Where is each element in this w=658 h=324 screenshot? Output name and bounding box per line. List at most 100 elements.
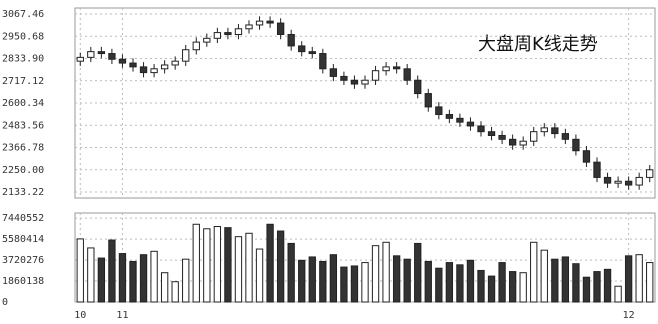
candle-body xyxy=(213,32,222,39)
candle-body xyxy=(182,49,190,62)
candle-body xyxy=(477,125,485,133)
y-tick-label: 2950.68 xyxy=(2,31,44,42)
candle-body xyxy=(498,134,506,140)
candle-body xyxy=(519,140,527,146)
y-tick-label: 2833.90 xyxy=(2,54,44,65)
candle-body xyxy=(646,169,654,178)
volume-bar xyxy=(160,272,169,303)
volume-bar xyxy=(382,241,390,303)
volume-bar xyxy=(182,258,190,303)
y-tick-label: 5580414 xyxy=(2,234,44,245)
volume-bar xyxy=(561,256,570,303)
volume-bar xyxy=(150,250,158,303)
y-tick-label: 3067.46 xyxy=(2,9,44,20)
volume-bar xyxy=(361,262,369,303)
volume-bar xyxy=(245,232,253,303)
x-tick-label: 10 xyxy=(74,310,86,321)
candle-body xyxy=(76,56,84,62)
volume-bar xyxy=(466,259,475,303)
y-tick-label: 2133.22 xyxy=(2,187,44,198)
x-tick-label: 12 xyxy=(623,310,635,321)
y-tick-label: 0 xyxy=(2,297,8,308)
candle-body xyxy=(203,37,211,43)
volume-bar xyxy=(572,263,580,303)
y-tick-label: 2250.00 xyxy=(2,165,44,176)
volume-bar xyxy=(487,275,496,303)
candle-body xyxy=(298,45,306,53)
y-tick-label: 1860138 xyxy=(2,276,44,287)
volume-bar xyxy=(87,247,95,303)
candle-body xyxy=(287,33,295,47)
candle-body xyxy=(234,28,243,35)
candle-body xyxy=(635,176,643,186)
candle-body xyxy=(487,131,496,136)
volume-bar xyxy=(319,260,327,303)
y-tick-label: 2717.12 xyxy=(2,76,44,87)
candle-body xyxy=(108,53,116,60)
candle-body xyxy=(414,79,422,95)
candle-body xyxy=(530,131,538,142)
candle-body xyxy=(508,138,517,146)
candle-body xyxy=(308,51,316,55)
volume-bar xyxy=(171,281,179,303)
candle-body xyxy=(319,53,327,70)
candle-body xyxy=(424,93,432,108)
candle-body xyxy=(350,79,359,85)
volume-bar xyxy=(234,236,243,303)
candle-body xyxy=(340,75,348,81)
volume-bar xyxy=(435,267,443,303)
x-tick-label: 11 xyxy=(116,310,128,321)
candle-body xyxy=(392,66,401,70)
volume-bar xyxy=(551,258,559,303)
chart-title: 大盘周K线走势 xyxy=(478,34,598,55)
volume-bar xyxy=(614,285,622,303)
volume-bar xyxy=(477,269,485,303)
volume-bar xyxy=(224,227,232,303)
candle-body xyxy=(593,161,601,178)
candle-body xyxy=(582,150,591,163)
volume-bar xyxy=(624,255,633,303)
candle-body xyxy=(466,121,475,127)
candle-body xyxy=(561,133,570,140)
candle-body xyxy=(150,68,158,74)
volume-bar xyxy=(519,272,527,303)
candle-body xyxy=(435,106,443,116)
volume-bar xyxy=(97,257,106,303)
volume-bar xyxy=(593,271,601,303)
candle-body xyxy=(361,79,369,85)
candle-body xyxy=(614,180,622,184)
candle-body xyxy=(382,66,390,72)
volume-bar xyxy=(108,239,116,303)
candle-body xyxy=(624,180,633,186)
volume-bar xyxy=(392,255,401,303)
y-tick-label: 7440552 xyxy=(2,213,44,224)
candle-body xyxy=(572,138,580,152)
candle-body xyxy=(224,32,232,35)
candle-body xyxy=(329,68,338,77)
candle-body xyxy=(192,41,200,51)
candle-body xyxy=(160,64,169,70)
volume-bar xyxy=(203,228,211,303)
candle-body xyxy=(245,24,253,30)
volume-bar xyxy=(129,260,137,303)
candle-body xyxy=(540,127,548,133)
volume-bar xyxy=(582,276,591,303)
y-tick-label: 2366.78 xyxy=(2,143,44,154)
candle-body xyxy=(551,127,559,135)
volume-bar xyxy=(646,262,654,303)
y-tick-label: 2600.34 xyxy=(2,98,44,109)
volume-bar xyxy=(350,265,359,303)
volume-bar xyxy=(255,248,264,303)
y-tick-label: 3720276 xyxy=(2,255,44,266)
volume-bar xyxy=(540,249,548,303)
volume-bar xyxy=(118,253,127,303)
volume-bar xyxy=(403,258,411,303)
volume-bar xyxy=(276,230,285,303)
volume-bar xyxy=(530,241,538,303)
candle-body xyxy=(456,117,464,123)
candle-body xyxy=(255,20,264,26)
volume-bar xyxy=(308,256,316,303)
candle-body xyxy=(266,20,274,24)
candle-body xyxy=(371,70,380,81)
